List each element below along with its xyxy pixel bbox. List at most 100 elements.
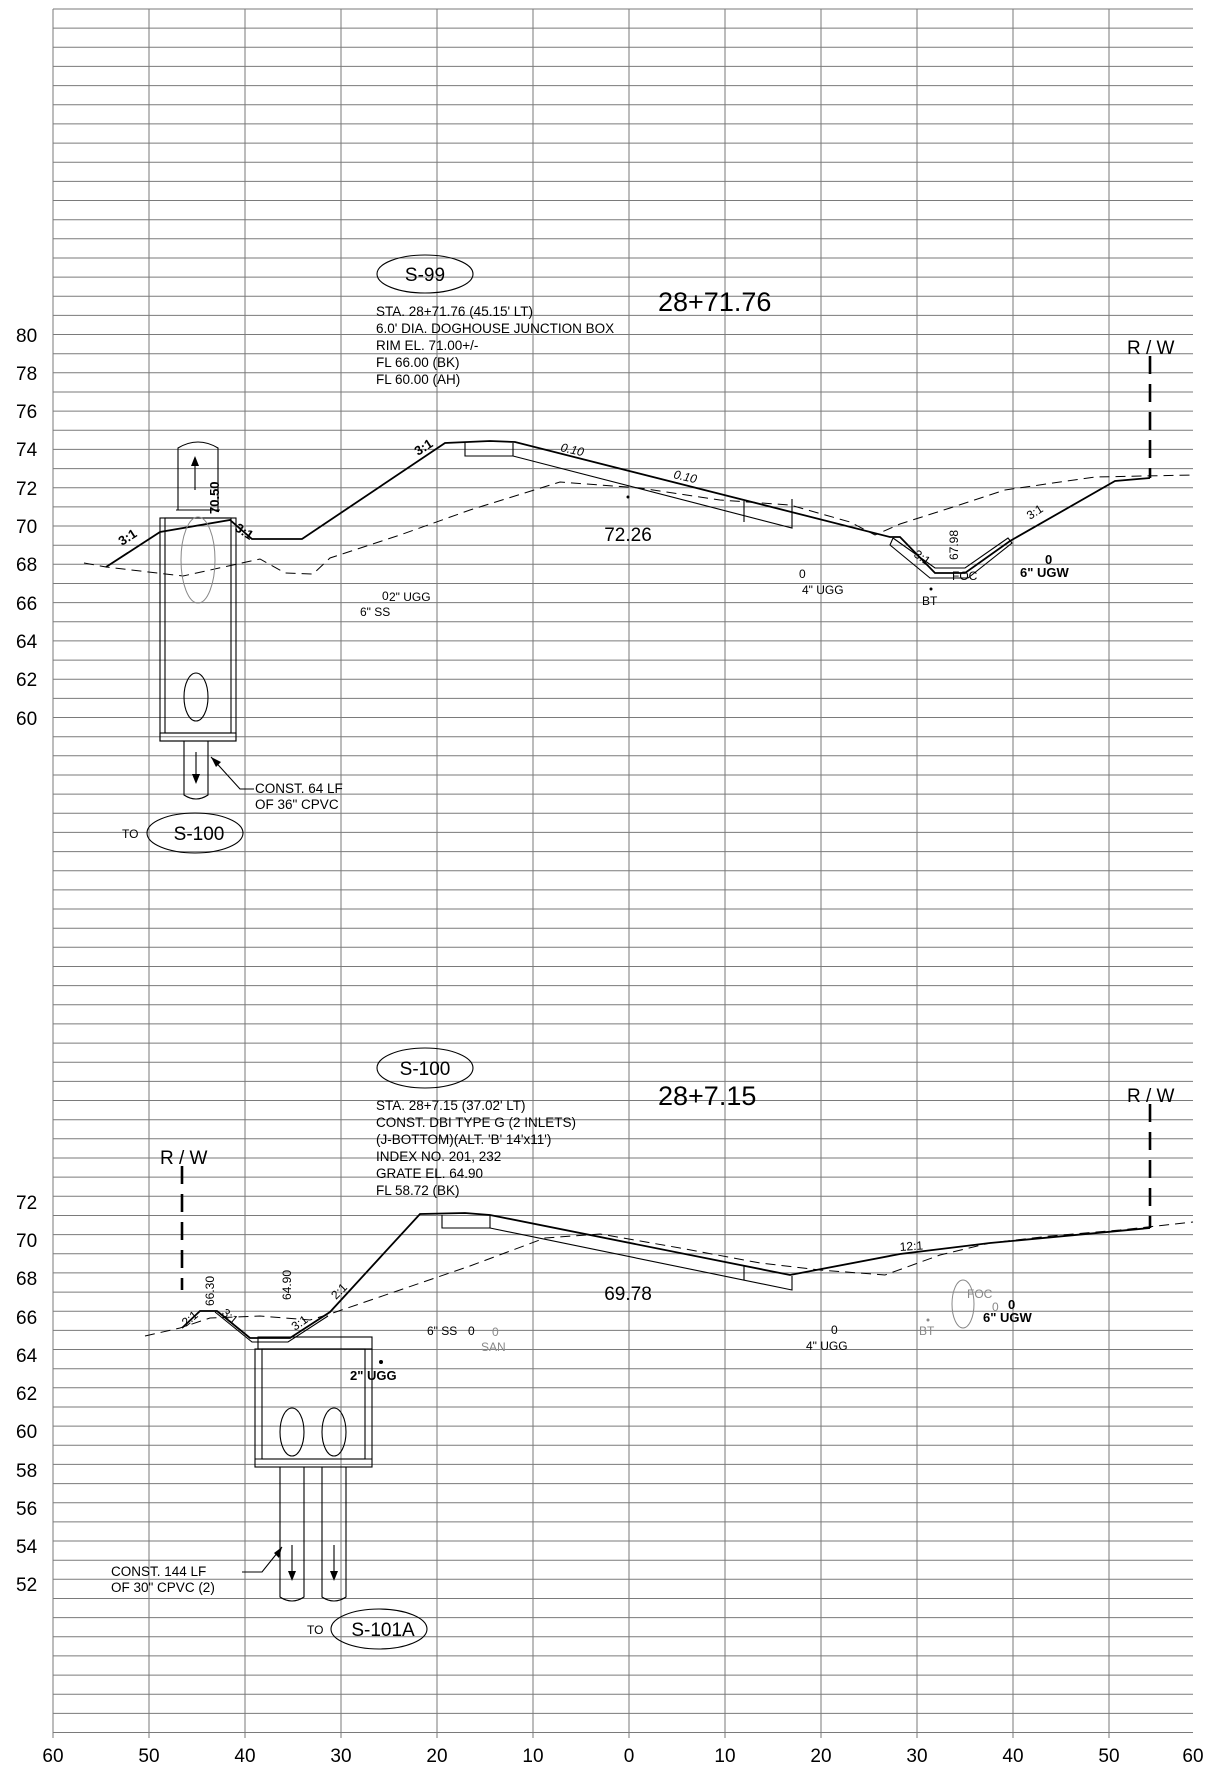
pipe-note: CONST. 64 LF — [255, 781, 343, 796]
x-axis: 60 50 40 30 20 10 0 10 20 30 40 50 60 — [42, 1746, 1203, 1767]
slope-label: 3:1 — [411, 436, 435, 459]
y-tick-label: 76 — [16, 402, 37, 423]
y-tick-label: 60 — [16, 709, 37, 730]
x-tick-label: 50 — [1098, 1746, 1119, 1767]
pipe-mark: 0 — [382, 589, 389, 603]
station-label: 28+7.15 — [658, 1081, 756, 1111]
leader-arrowhead — [274, 1547, 282, 1558]
centerline-point — [626, 495, 630, 499]
y-tick-label: 56 — [16, 1499, 37, 1520]
y-tick-label: 54 — [16, 1537, 38, 1558]
structure-id: S-99 — [405, 265, 445, 286]
utility-label: BT — [919, 1324, 935, 1338]
y-tick-label: 68 — [16, 555, 37, 576]
row-label: R / W — [1127, 338, 1175, 359]
existing-ground — [83, 474, 1194, 577]
to-label: TO — [307, 1623, 323, 1637]
pavement-base — [441, 1215, 793, 1291]
x-tick-label: 30 — [330, 1746, 351, 1767]
y-tick-label: 62 — [16, 1384, 37, 1405]
note-line: INDEX NO. 201, 232 — [376, 1149, 501, 1164]
y-tick-label: 60 — [16, 1422, 37, 1443]
utility-label: 4" UGG — [802, 583, 844, 597]
y-tick-label: 62 — [16, 670, 37, 691]
x-tick-label: 0 — [624, 1746, 635, 1767]
y-tick-label: 66 — [16, 594, 37, 615]
y-tick-label: 72 — [16, 479, 37, 500]
outflow-pipe — [183, 741, 209, 800]
slope-label: 12:1 — [899, 1238, 924, 1254]
pipe-note: OF 30" CPVC (2) — [111, 1580, 215, 1595]
flow-arrowhead — [191, 456, 199, 466]
y-tick-label: 74 — [16, 440, 38, 461]
centerline-elevation: 72.26 — [604, 525, 652, 546]
downstream-structure: S-100 — [174, 824, 225, 845]
slope-label: 3:1 — [219, 1306, 241, 1328]
x-tick-label: 30 — [906, 1746, 927, 1767]
leader-arrowhead — [211, 757, 221, 767]
leader-line — [210, 756, 254, 790]
pipe-opening — [321, 1407, 347, 1457]
note-line: RIM EL. 71.00+/- — [376, 338, 478, 353]
utility-label: FOC — [952, 569, 978, 583]
x-tick-label: 40 — [1002, 1746, 1023, 1767]
structure-box — [254, 1348, 373, 1468]
grid — [52, 8, 1193, 1738]
utility-label: 6" SS — [427, 1324, 457, 1338]
utility-label: 4" UGG — [806, 1339, 848, 1353]
structure-callout-ellipse — [330, 1608, 428, 1650]
utility-label: 2" UGG — [389, 590, 431, 604]
pipe-mark: 0 — [992, 1300, 999, 1314]
utility-label: 6" UGW — [983, 1310, 1033, 1325]
y-tick-label: 72 — [16, 1193, 37, 1214]
y-tick-label: 66 — [16, 1308, 37, 1329]
inflow-pipe — [177, 441, 219, 510]
note-line: 6.0' DIA. DOGHOUSE JUNCTION BOX — [376, 321, 614, 336]
elevation-label: 64.90 — [280, 1270, 294, 1300]
utility-label: BT — [922, 594, 938, 608]
section-s100: 72 70 68 66 64 62 60 58 56 54 52 S-100 S… — [16, 1047, 1194, 1650]
x-tick-label: 60 — [1182, 1746, 1203, 1767]
note-line: (J-BOTTOM)(ALT. 'B' 14'x11') — [376, 1132, 551, 1147]
x-tick-label: 60 — [42, 1746, 63, 1767]
y-tick-label: 70 — [16, 1231, 37, 1252]
structure-footing — [159, 732, 237, 742]
elevation-label: 67.98 — [947, 530, 961, 560]
structure-wall — [159, 517, 237, 742]
utility-label: FOC — [967, 1287, 993, 1301]
structure-box — [164, 517, 232, 734]
pipe-mark: 0 — [799, 567, 806, 581]
slope-label: 3:1 — [1024, 502, 1046, 523]
flow-arrowhead — [192, 774, 200, 784]
note-line: FL 66.00 (BK) — [376, 355, 460, 370]
utility-label: 2" UGG — [350, 1368, 397, 1383]
pipe-mark: 0 — [492, 1325, 499, 1339]
cross-slope-label: 0.10 — [672, 467, 698, 486]
utility-point — [379, 1360, 383, 1364]
note-line: STA. 28+7.15 (37.02' LT) — [376, 1098, 526, 1113]
pipe-note: CONST. 144 LF — [111, 1564, 206, 1579]
note-line: GRATE EL. 64.90 — [376, 1166, 483, 1181]
proposed-grade — [105, 440, 1151, 574]
y-tick-label: 70 — [16, 517, 37, 538]
flow-arrowhead — [288, 1571, 296, 1581]
y-tick-label: 64 — [16, 632, 38, 653]
y-tick-label: 80 — [16, 326, 37, 347]
pipe-mark: 0 — [1045, 552, 1052, 567]
note-line: STA. 28+71.76 (45.15' LT) — [376, 304, 533, 319]
y-tick-label: 64 — [16, 1346, 38, 1367]
pipe-opening — [279, 1407, 305, 1457]
downstream-structure: S-101A — [351, 1620, 415, 1641]
station-label: 28+71.76 — [658, 287, 771, 317]
x-tick-label: 10 — [714, 1746, 735, 1767]
cross-slope-label: 0.10 — [559, 440, 585, 459]
ditch-lining — [214, 1311, 329, 1343]
utility-label: SAN — [481, 1340, 506, 1354]
pipe-opening — [180, 516, 216, 604]
flow-arrowhead — [330, 1571, 338, 1581]
utility-point — [926, 1318, 930, 1322]
centerline-elevation: 69.78 — [604, 1284, 652, 1305]
pipe-mark: 0 — [468, 1324, 475, 1338]
slope-label: 2:1 — [328, 1280, 350, 1302]
